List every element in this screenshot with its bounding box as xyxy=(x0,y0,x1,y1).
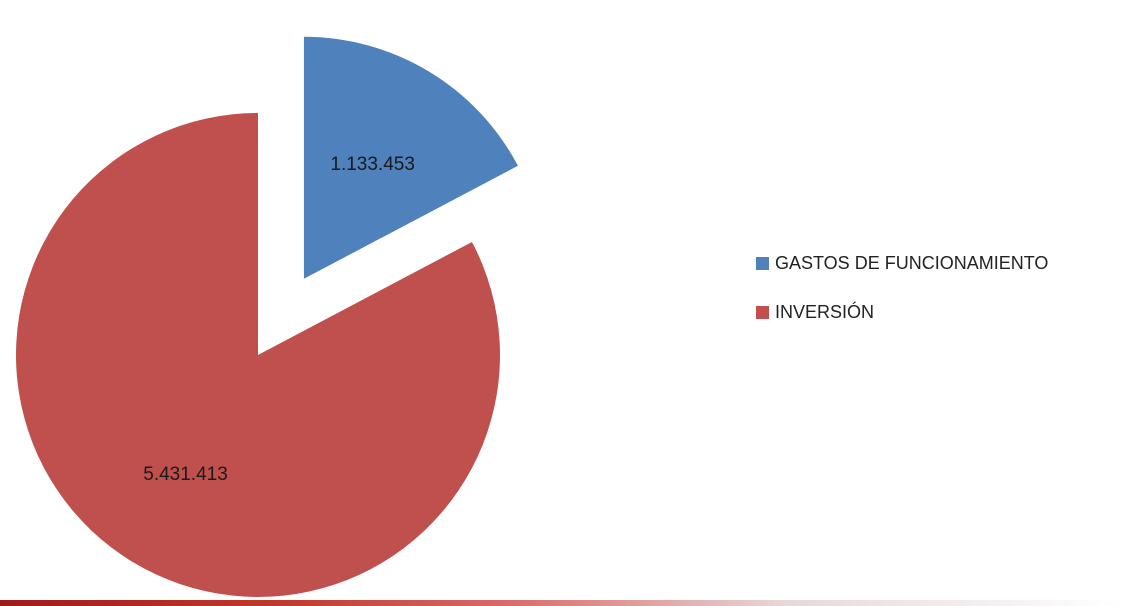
chart-legend: GASTOS DE FUNCIONAMIENTO INVERSIÓN xyxy=(756,251,1048,349)
legend-item-gastos: GASTOS DE FUNCIONAMIENTO xyxy=(756,251,1048,275)
pie-slice-gastos xyxy=(303,36,518,279)
data-label-gastos: 1.133.453 xyxy=(330,154,415,175)
pie-slice-inversion xyxy=(15,113,500,597)
legend-label-gastos: GASTOS DE FUNCIONAMIENTO xyxy=(775,252,1049,273)
data-label-inversion: 5.431.413 xyxy=(143,464,228,485)
legend-item-inversion: INVERSIÓN xyxy=(756,300,1048,324)
decorative-bottom-bar xyxy=(0,600,1124,606)
legend-swatch-gastos xyxy=(756,256,769,270)
legend-label-inversion: INVERSIÓN xyxy=(775,301,875,322)
legend-swatch-inversion xyxy=(756,305,769,319)
